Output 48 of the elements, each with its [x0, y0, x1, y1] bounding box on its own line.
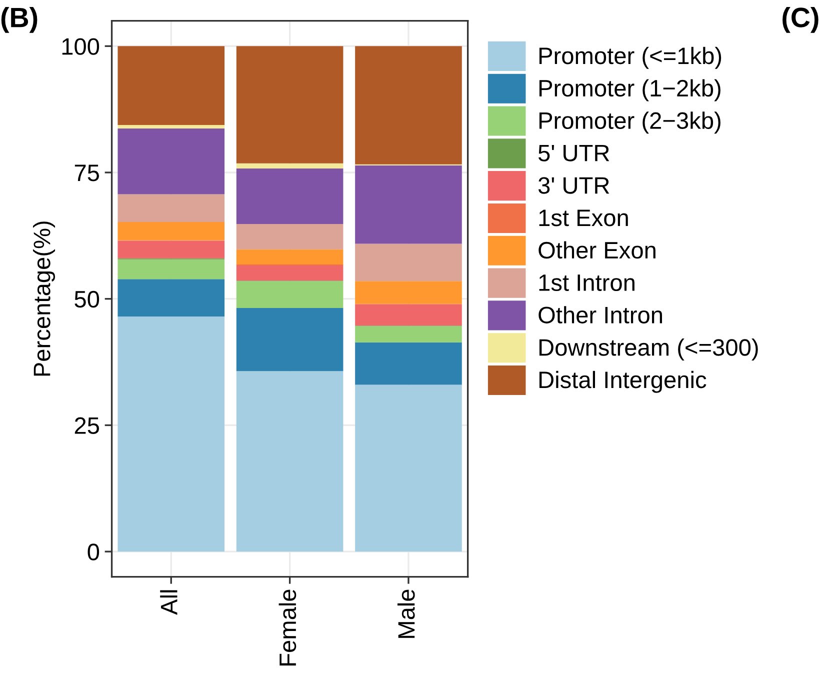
legend-label: 1st Exon [539, 210, 628, 226]
bar [236, 371, 344, 552]
bar [355, 244, 462, 282]
bar [118, 279, 225, 317]
legend-label: 5' UTR [538, 144, 610, 162]
bar [236, 163, 344, 168]
legend-label: Downstream (<=300) [539, 338, 758, 361]
legend-label: Other Intron [538, 306, 662, 324]
bar [118, 222, 225, 240]
x-tick-label: Male [397, 590, 415, 638]
x-tick-label: Female [278, 590, 296, 666]
y-tick-label: 100 [62, 38, 100, 55]
bar [118, 46, 225, 125]
bar [355, 281, 462, 304]
bar [355, 46, 462, 164]
bar [355, 384, 462, 552]
y-tick-label: 50 [74, 290, 100, 308]
legend-label: Promoter (1−2kb) [539, 79, 720, 102]
bar [355, 304, 462, 326]
bar [118, 194, 225, 222]
bar [236, 281, 344, 308]
bar [118, 240, 225, 258]
legend-label: Other Exon [538, 241, 656, 259]
bar [236, 265, 344, 281]
bar [355, 165, 462, 244]
bar [236, 308, 344, 372]
legend-label: 3' UTR [538, 177, 610, 194]
bar [118, 316, 225, 552]
legend-label: 1st Intron [539, 274, 634, 292]
y-axis-title: Percentage(%) [33, 222, 56, 376]
bar [236, 249, 344, 264]
bar [118, 259, 225, 280]
bar [236, 46, 344, 164]
legend-label: Distal Intergenic [539, 370, 706, 393]
bar [236, 168, 344, 224]
text: (C) [782, 6, 818, 33]
bar [236, 224, 344, 250]
bar [355, 342, 462, 385]
bar [118, 128, 225, 194]
y-tick-label: 25 [74, 417, 99, 434]
legend-label: Promoter (<=1kb) [539, 46, 722, 69]
y-tick-label: 0 [88, 544, 100, 560]
bar [118, 124, 225, 129]
y-tick-label: 75 [74, 164, 99, 182]
legend-label: Promoter (2−3kb) [539, 112, 720, 134]
bar [355, 326, 462, 342]
x-tick-label: All [160, 590, 178, 615]
text: (B) [1, 6, 38, 33]
